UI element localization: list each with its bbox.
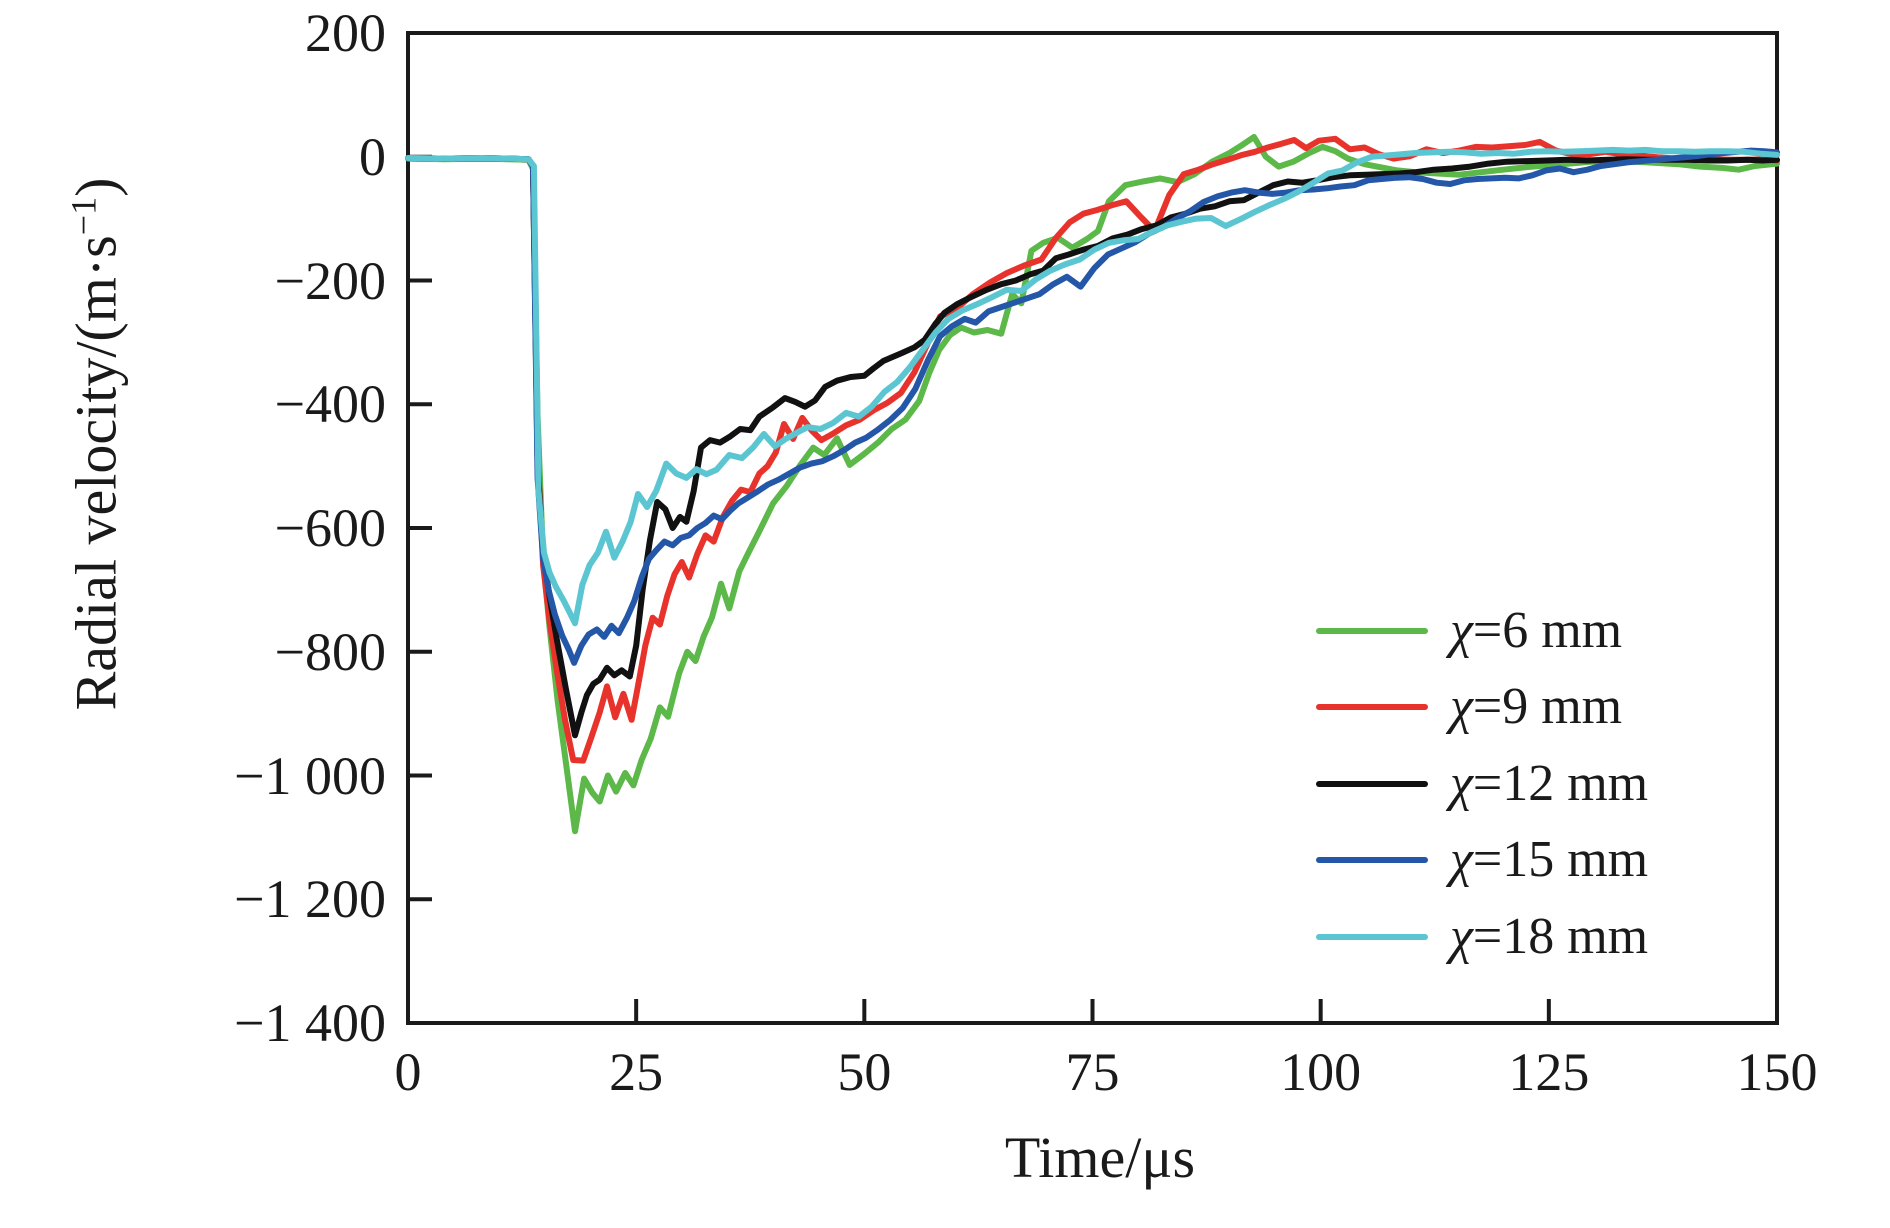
legend-label: χ=9 mm: [1450, 681, 1622, 733]
legend-swatch: [1316, 780, 1428, 787]
x-tick-label: 125: [1508, 1042, 1590, 1102]
legend-item: χ=9 mm: [1316, 671, 1622, 743]
legend-item: χ=15 mm: [1316, 824, 1648, 896]
y-tick-label: −1 400: [234, 993, 386, 1053]
y-tick-label: −800: [274, 621, 386, 682]
legend-swatch: [1316, 933, 1428, 940]
x-tick-label: 50: [837, 1042, 892, 1102]
legend-label: χ=15 mm: [1450, 834, 1648, 886]
series-line-12mm: [405, 155, 1780, 739]
legend-item: χ=18 mm: [1316, 901, 1648, 973]
legend-item: χ=6 mm: [1316, 595, 1622, 667]
y-tick-label: −1 200: [234, 869, 386, 930]
legend-item: χ=12 mm: [1316, 748, 1648, 820]
y-axis-title-close: ): [63, 177, 129, 197]
series-line-15mm: [405, 147, 1780, 666]
legend-swatch: [1316, 704, 1428, 711]
y-axis-title-superscript: −1: [63, 196, 104, 236]
series-line-18mm: [405, 146, 1780, 627]
legend-swatch: [1316, 857, 1428, 864]
x-tick-label: 0: [394, 1042, 422, 1102]
y-tick-label: 0: [359, 126, 386, 187]
legend-label: χ=18 mm: [1450, 907, 1649, 965]
x-tick-label: 25: [609, 1042, 664, 1102]
chi-symbol: χ: [1450, 907, 1473, 965]
x-tick-label: 75: [1065, 1042, 1120, 1102]
y-tick-label: −1 000: [234, 745, 386, 806]
x-tick-label: 150: [1736, 1042, 1818, 1102]
y-tick-label: 200: [305, 3, 386, 63]
series-line-6mm: [405, 134, 1780, 835]
legend-label: χ=12 mm: [1450, 754, 1649, 812]
legend-label-value: =6 mm: [1472, 602, 1623, 659]
legend-label: χ=6 mm: [1450, 605, 1622, 657]
legend-label-value: =15 mm: [1472, 831, 1649, 889]
y-axis-title-text: Radial velocity/(m·s: [63, 235, 129, 711]
y-axis-title: Radial velocity/(m·s−1): [62, 178, 129, 711]
plot-frame: [406, 31, 1779, 1025]
y-tick-label: −400: [274, 374, 386, 435]
legend-label-value: =12 mm: [1472, 754, 1649, 812]
legend-label-value: =9 mm: [1472, 678, 1623, 736]
chi-symbol: χ: [1450, 831, 1473, 889]
y-tick-label: −200: [274, 250, 386, 311]
legend-label-value: =18 mm: [1472, 907, 1649, 965]
chi-symbol: χ: [1450, 602, 1473, 659]
y-tick-label: −600: [274, 498, 386, 558]
chi-symbol: χ: [1450, 754, 1473, 812]
chi-symbol: χ: [1450, 678, 1473, 736]
legend-swatch: [1316, 628, 1428, 634]
x-axis-title: Time/μs: [1004, 1125, 1196, 1190]
x-tick-label: 100: [1280, 1042, 1362, 1102]
